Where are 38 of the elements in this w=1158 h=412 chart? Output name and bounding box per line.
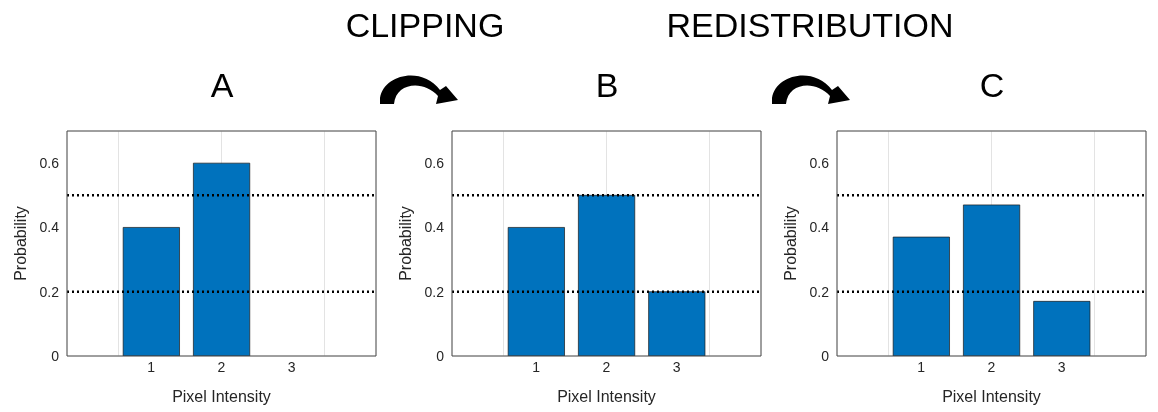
y-tick-label: 0 [821, 347, 830, 364]
y-tick-label: 0.4 [809, 219, 830, 236]
x-tick-label: 3 [672, 358, 681, 375]
x-tick-label: 2 [217, 358, 226, 375]
y-axis-title: Probability [11, 206, 29, 281]
x-tick-label: 1 [917, 358, 926, 375]
bar [578, 194, 636, 356]
y-axis-title: Probability [781, 206, 799, 281]
bar [1033, 301, 1091, 356]
x-tick-label: 2 [602, 358, 611, 375]
y-tick-label: 0.2 [39, 283, 60, 300]
bar [648, 291, 706, 356]
x-axis-title: Pixel Intensity [557, 388, 656, 405]
x-tick-label: 3 [287, 358, 296, 375]
y-tick-label: 0.2 [424, 283, 445, 300]
y-tick-label: 0.6 [39, 155, 60, 172]
bar [507, 227, 565, 356]
chart-title: B [594, 66, 620, 105]
text: REDISTRIBUTION [665, 6, 955, 45]
x-tick-label: 1 [532, 358, 541, 375]
y-tick-label: 0.6 [809, 155, 830, 172]
bar [963, 204, 1021, 356]
x-axis-title: Pixel Intensity [942, 388, 1041, 405]
bar [892, 236, 950, 356]
y-axis-title: Probability [396, 206, 414, 281]
chart-title: A [209, 66, 235, 105]
y-tick-label: 0.4 [39, 219, 60, 236]
y-tick-label: 0 [436, 347, 445, 364]
x-tick-label: 1 [147, 358, 156, 375]
y-tick-label: 0.2 [809, 283, 830, 300]
text: CLIPPING [344, 6, 506, 45]
x-tick-label: 2 [987, 358, 996, 375]
y-tick-label: 0.6 [424, 155, 445, 172]
x-axis-title: Pixel Intensity [172, 388, 271, 405]
x-tick-label: 3 [1057, 358, 1066, 375]
y-tick-label: 0 [51, 347, 60, 364]
chart-title: C [978, 66, 1006, 105]
y-tick-label: 0.4 [424, 219, 445, 236]
